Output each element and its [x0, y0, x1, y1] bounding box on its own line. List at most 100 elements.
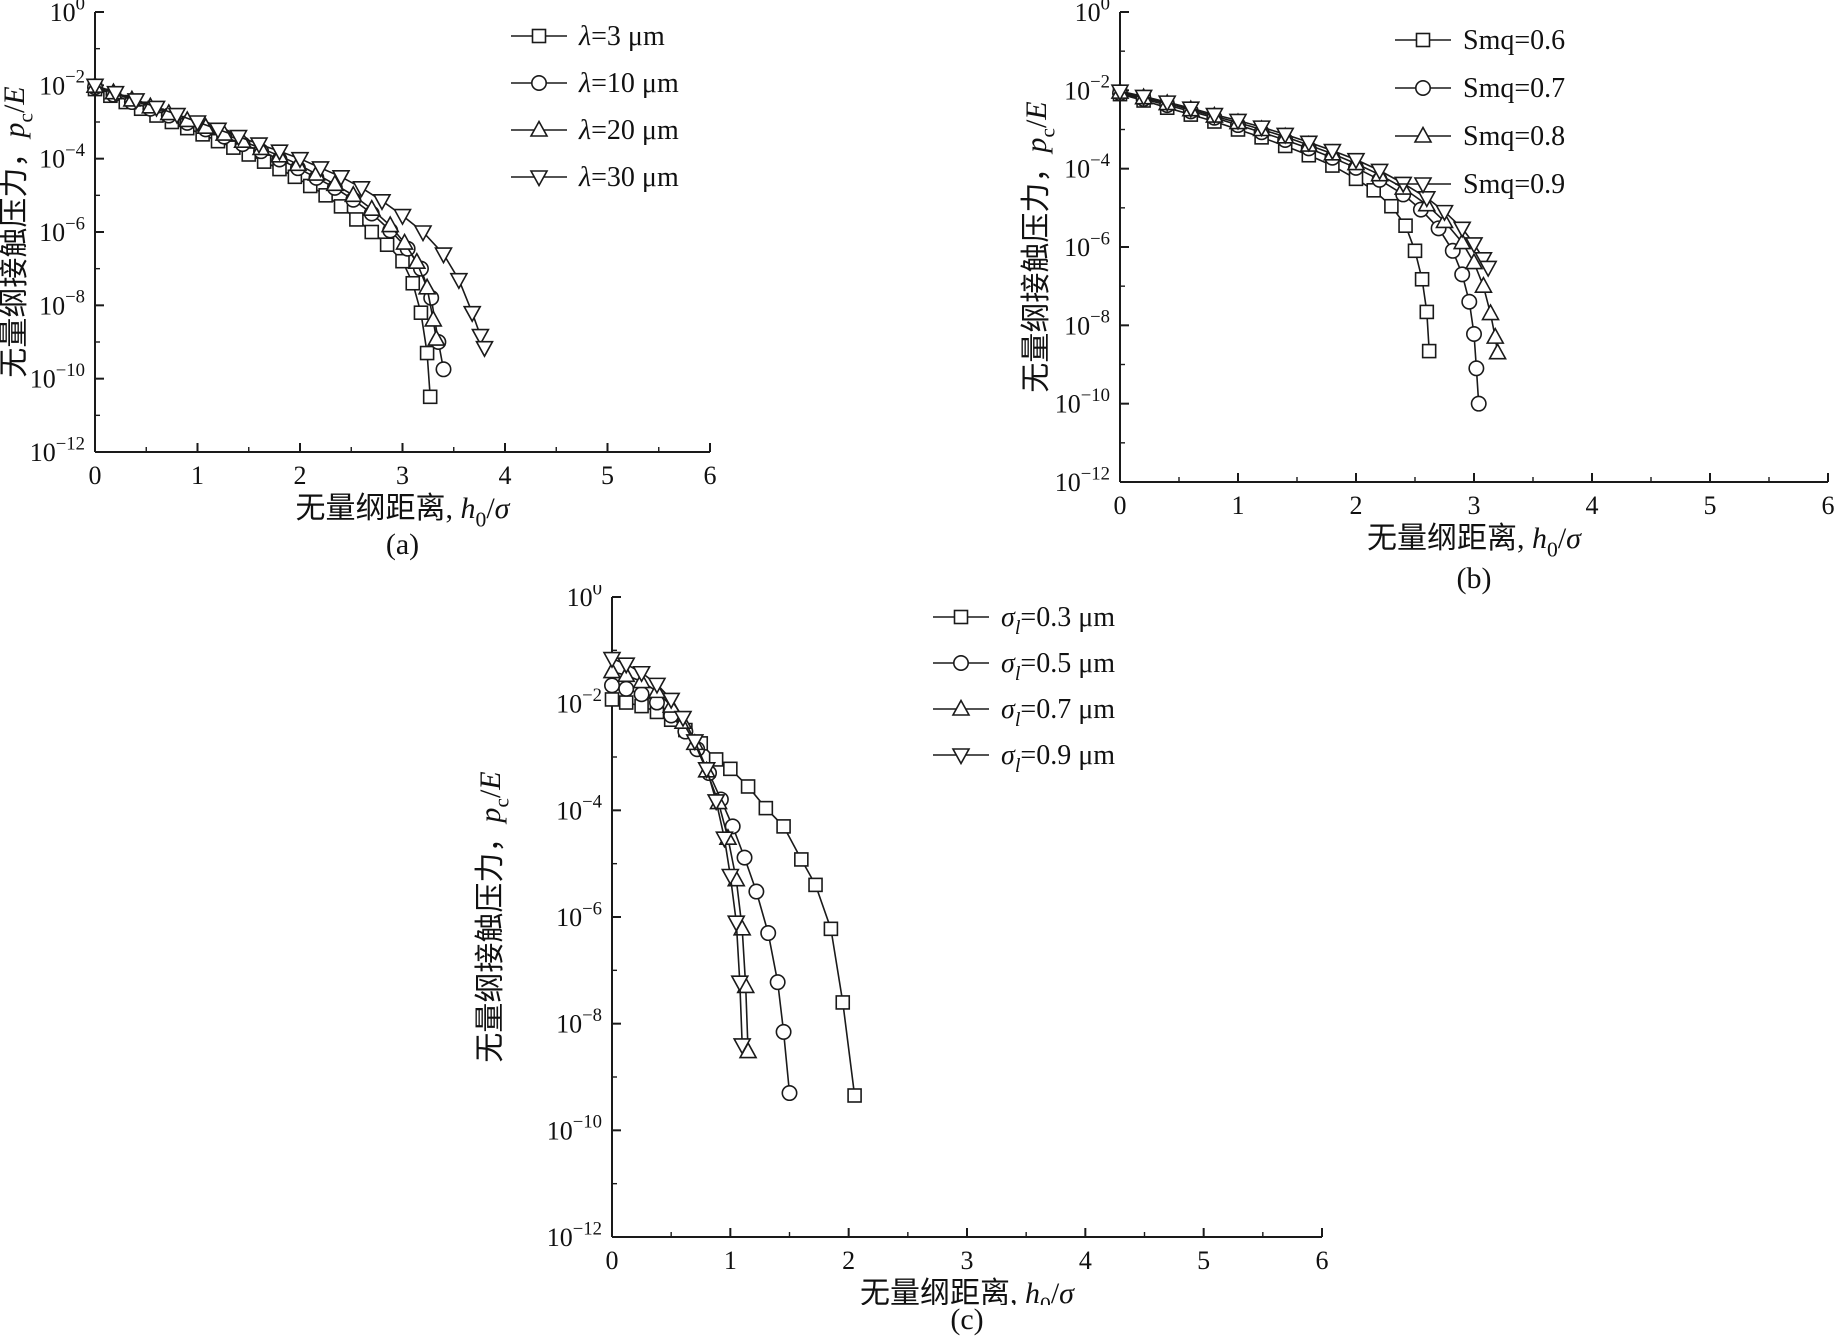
panel-b: 0 1 2 3 4 5 6 100 10−2 10−4 10−6 10−8 10−10 10−12 无量纲距… — [948, 0, 1836, 620]
triangle-down-marker — [1275, 127, 1295, 145]
series-triangle-down — [1110, 84, 1498, 278]
triangle-down-marker — [1370, 163, 1389, 181]
y-axis-label: 无量纲接触压力，pc/E — [0, 86, 37, 377]
triangle-down-marker — [1205, 107, 1224, 125]
y-tick-label: 10−10 — [30, 360, 85, 394]
triangle-down-marker — [685, 734, 705, 752]
triangle-down-marker — [602, 651, 622, 669]
circle-marker — [775, 1023, 792, 1040]
x-tick-label: 4 — [499, 461, 512, 490]
x-tick-label: 5 — [1197, 1246, 1210, 1275]
triangle-down-marker — [1181, 101, 1201, 119]
square-marker — [1415, 32, 1431, 48]
y-tick-label: 10−10 — [1055, 385, 1110, 419]
triangle-down-marker — [413, 225, 433, 243]
x-tick-label: 5 — [1704, 491, 1717, 520]
y-tick-label: 10−4 — [39, 140, 86, 174]
triangle-down-marker — [372, 193, 392, 211]
circle-marker — [618, 680, 635, 697]
triangle-down-marker — [1413, 177, 1433, 195]
triangle-down-marker — [1452, 221, 1472, 239]
triangle-down-marker — [475, 340, 494, 358]
series-triangle-up — [1110, 81, 1507, 360]
triangle-down-marker — [1478, 260, 1498, 278]
triangle-down-marker — [208, 122, 228, 140]
x-tick-label: 0 — [89, 461, 102, 490]
x-axis-label: 无量纲距离, h0/σ — [1367, 522, 1582, 561]
x-axis-label: 无量纲距离, h0/σ — [296, 492, 511, 531]
square-marker — [723, 761, 738, 777]
caption-c: (c) — [950, 1303, 984, 1336]
triangle-up-marker — [602, 661, 622, 679]
square-marker — [333, 199, 349, 214]
square-marker — [531, 28, 547, 44]
circle-marker — [769, 974, 786, 991]
triangle-down-marker — [352, 181, 371, 199]
triangle-down-marker — [715, 831, 734, 849]
legend-item: λ=10 μm — [511, 68, 679, 99]
square-marker — [405, 275, 421, 291]
y-tick-label: 100 — [567, 585, 602, 612]
triangle-up-marker — [380, 215, 400, 233]
legend-item: σl=0.9 μm — [933, 740, 1115, 777]
triangle-down-marker — [951, 748, 971, 766]
plot-b: 0 1 2 3 4 5 6 100 10−2 10−4 10−6 10−8 10−10 10−12 无量纲距… — [1020, 0, 1835, 561]
legend-item: λ=20 μm — [511, 115, 679, 146]
triangle-down-marker — [147, 100, 166, 118]
triangle-up-marker — [1413, 125, 1433, 143]
triangle-down-marker — [616, 657, 636, 675]
circle-marker — [748, 883, 765, 900]
y-tick-label: 10−12 — [1055, 463, 1110, 497]
series-line — [94, 84, 486, 348]
triangle-down-marker — [167, 107, 187, 125]
y-tick-label: 10−6 — [1064, 228, 1110, 262]
series-line — [1119, 93, 1430, 352]
legend-label: σl=0.5 μm — [1001, 648, 1115, 685]
y-tick-label: 10−12 — [30, 433, 85, 467]
legend-label: Smq=0.6 — [1463, 25, 1565, 56]
square-marker — [364, 224, 380, 240]
square-marker — [740, 779, 756, 794]
triangle-up-marker — [951, 698, 971, 716]
y-tick-label: 10−2 — [556, 685, 602, 719]
square-marker — [953, 609, 969, 625]
y-tick-label: 10−8 — [1064, 307, 1110, 341]
triangle-down-marker — [331, 170, 351, 187]
y-tick-label: 10−8 — [556, 1005, 602, 1039]
triangle-down-marker — [1110, 84, 1130, 102]
y-tick-label: 100 — [1075, 0, 1110, 27]
series-line — [1119, 90, 1489, 268]
square-marker — [1384, 198, 1399, 214]
x-tick-label: 6 — [1822, 491, 1835, 520]
legend-label: σl=0.7 μm — [1001, 694, 1115, 731]
x-tick-label: 3 — [396, 461, 409, 490]
y-tick-label: 10−2 — [39, 67, 85, 101]
legend-label: λ=30 μm — [578, 162, 679, 193]
y-tick-label: 10−4 — [1064, 150, 1111, 184]
triangle-down-marker — [471, 328, 490, 346]
triangle-up-marker — [417, 277, 437, 295]
triangle-down-marker — [632, 665, 651, 683]
square-marker — [847, 1088, 862, 1103]
circle-marker — [1461, 293, 1478, 310]
panel-c: 0 1 2 3 4 5 6 100 10−2 10−4 10−6 10−8 10−10 10−12 无量纲距… — [428, 585, 1348, 1339]
chart-c: 0 1 2 3 4 5 6 100 10−2 10−4 10−6 10−8 10−10 10−12 无量纲距… — [474, 585, 1329, 1305]
triangle-up-marker — [362, 198, 382, 216]
triangle-up-marker — [1452, 232, 1472, 250]
triangle-up-marker — [1464, 252, 1484, 270]
circle-marker — [1470, 395, 1487, 412]
square-marker — [823, 921, 839, 937]
square-marker — [794, 852, 809, 867]
triangle-down-marker — [697, 762, 717, 779]
x-tick-label: 6 — [704, 461, 717, 490]
x-tick-label: 1 — [724, 1246, 737, 1275]
square-marker — [835, 995, 851, 1010]
triangle-up-marker — [343, 185, 363, 203]
triangle-down-marker — [126, 93, 146, 111]
caption-a: (a) — [385, 528, 420, 561]
x-tick-label: 1 — [191, 461, 204, 490]
triangle-up-marker — [1474, 276, 1493, 293]
circle-marker — [736, 849, 753, 866]
triangle-down-marker — [1157, 95, 1177, 113]
x-tick-label: 0 — [606, 1246, 619, 1275]
